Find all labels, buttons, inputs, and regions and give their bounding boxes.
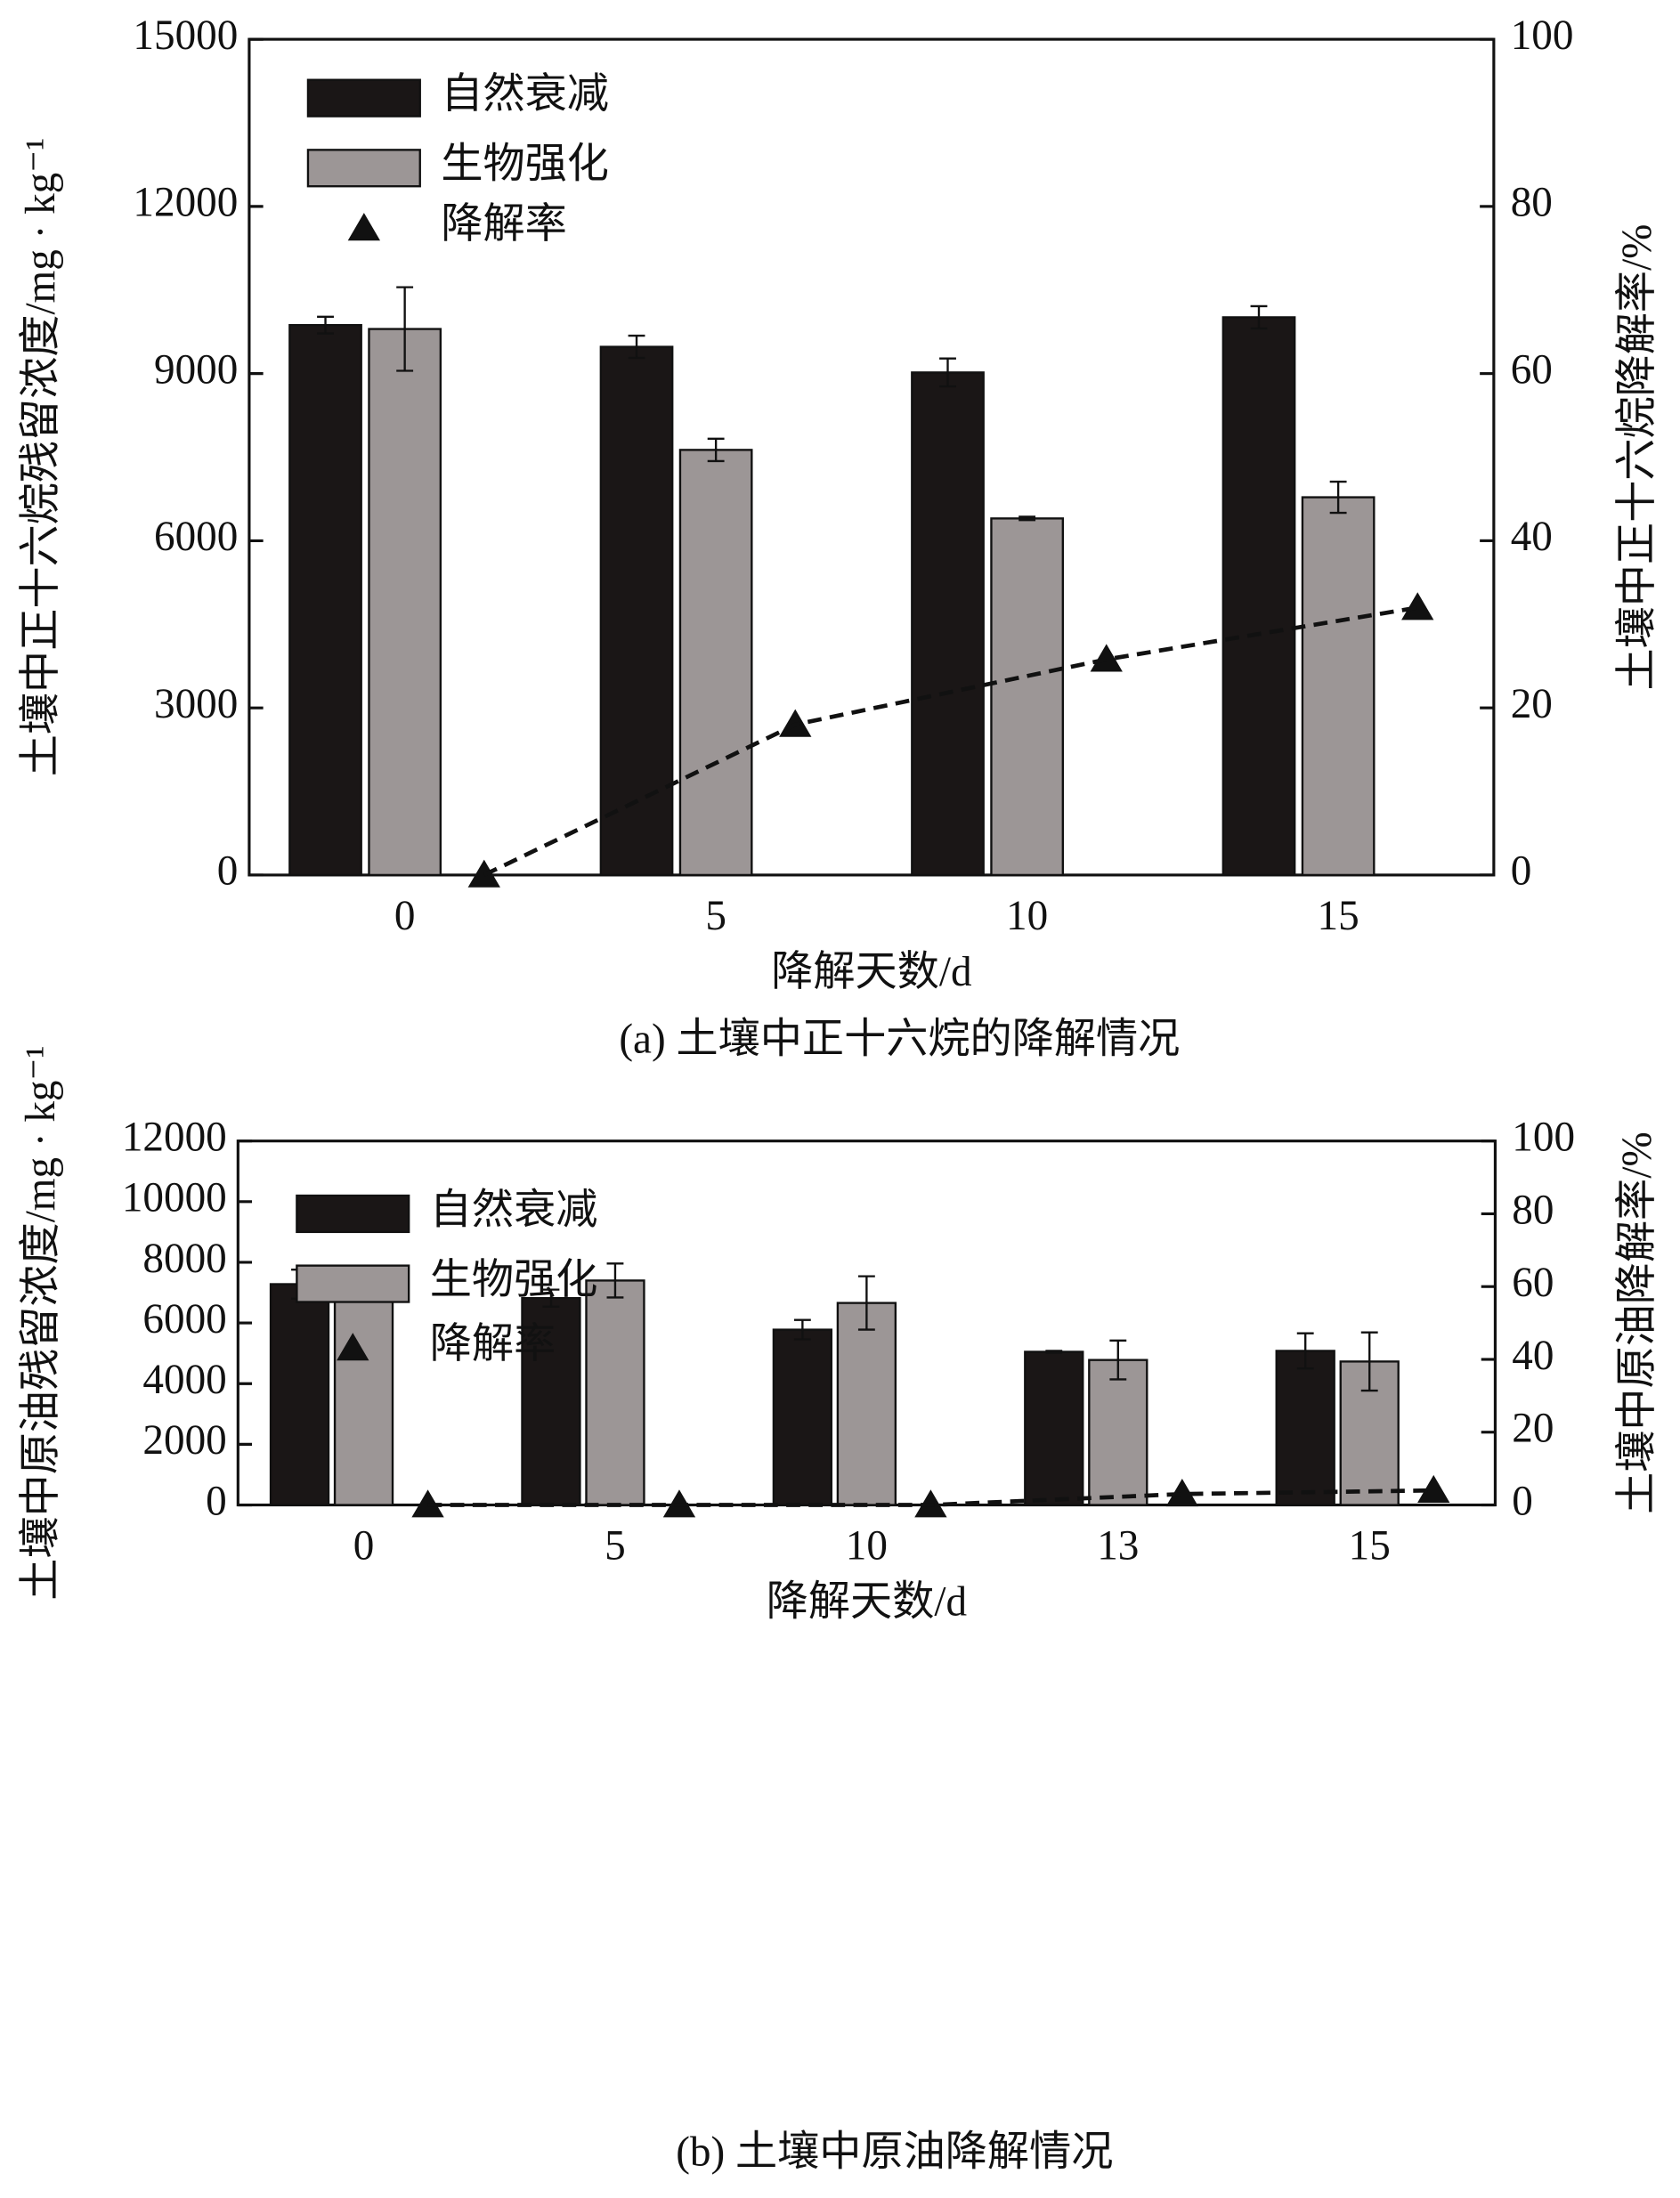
bar: [1275, 1350, 1335, 1506]
bar: [990, 517, 1064, 877]
bar: [585, 1279, 645, 1506]
error-bar: [1296, 1332, 1314, 1370]
legend-label: 降解率: [430, 1321, 556, 1367]
chart-caption: (a) 土壤中正十六烷的降解情况: [619, 1016, 1180, 1062]
x-tick-label: 15: [1318, 893, 1359, 939]
x-axis-label: 降解天数/d: [767, 1579, 967, 1626]
y-axis-label: 土壤中原油残留浓度/mg · kg⁻¹: [18, 1045, 64, 1600]
y-tick-label: 0: [206, 1478, 227, 1524]
y-tick-label: 3000: [154, 681, 238, 727]
y2-tick-label: 100: [1511, 12, 1574, 59]
error-bar: [1045, 1350, 1063, 1354]
y2-tick-label: 80: [1512, 1187, 1554, 1233]
y-tick-label: 12000: [133, 180, 238, 226]
y2-tick-label: 0: [1512, 1478, 1533, 1524]
error-bar: [542, 1288, 560, 1308]
y-tick-label: 9000: [154, 346, 238, 393]
y-tick-label: 12000: [122, 1115, 227, 1161]
bar: [1301, 496, 1376, 877]
error-bar: [628, 334, 645, 360]
y2-axis-label: 土壤中正十六烷降解率/%: [1614, 224, 1660, 691]
chart-caption: (b) 土壤中原油降解情况: [676, 2129, 1113, 2176]
x-tick-label: 10: [846, 1523, 888, 1569]
error-bar: [857, 1275, 875, 1331]
y2-tick-label: 20: [1511, 681, 1553, 727]
bar: [1221, 316, 1296, 877]
x-tick-label: 13: [1097, 1523, 1139, 1569]
y-tick-label: 8000: [142, 1236, 226, 1282]
y2-tick-label: 60: [1512, 1260, 1554, 1306]
bar: [1024, 1350, 1084, 1506]
x-tick-label: 5: [605, 1523, 626, 1569]
y2-tick-label: 80: [1511, 180, 1553, 226]
y2-tick-label: 100: [1512, 1115, 1575, 1161]
legend-label: 降解率: [441, 201, 566, 247]
error-bar: [793, 1318, 811, 1341]
bar: [836, 1302, 897, 1506]
y-tick-label: 2000: [142, 1417, 226, 1464]
y-tick-label: 10000: [122, 1175, 227, 1221]
rate-marker: [1165, 1478, 1198, 1507]
bar: [521, 1296, 581, 1506]
y-tick-label: 15000: [133, 12, 238, 59]
bar: [678, 449, 753, 877]
y2-tick-label: 0: [1511, 848, 1532, 895]
error-bar: [939, 357, 956, 388]
bar: [1088, 1359, 1148, 1506]
y2-tick-label: 40: [1511, 514, 1553, 560]
x-tick-label: 0: [394, 893, 416, 939]
y2-tick-label: 60: [1511, 346, 1553, 393]
rate-line: [427, 1488, 1434, 1507]
legend-swatch: [296, 1194, 410, 1234]
rate-marker: [1090, 644, 1123, 672]
legend-label: 自然衰减: [441, 71, 609, 118]
error-bar: [1329, 480, 1347, 515]
error-bar: [606, 1262, 624, 1299]
legend-label: 生物强化: [441, 142, 609, 188]
x-tick-label: 10: [1006, 893, 1048, 939]
y2-axis-label: 土壤中原油降解率/%: [1614, 1131, 1660, 1514]
y-tick-label: 4000: [142, 1357, 226, 1403]
y2-tick-label: 20: [1512, 1406, 1554, 1452]
x-axis-label: 降解天数/d: [771, 949, 971, 995]
x-tick-label: 5: [705, 893, 726, 939]
rate-marker: [1417, 1474, 1450, 1504]
bar: [772, 1328, 833, 1506]
y2-tick-label: 40: [1512, 1333, 1554, 1379]
bar: [269, 1283, 330, 1506]
rate-line: [483, 605, 1418, 878]
legend-swatch: [296, 1264, 410, 1303]
bar: [911, 371, 985, 877]
bar: [599, 345, 674, 877]
legend-marker: [347, 213, 381, 241]
legend-label: 生物强化: [430, 1257, 598, 1303]
y-axis-label: 土壤中正十六烷残留浓度/mg · kg⁻¹: [18, 138, 64, 777]
error-bar: [396, 286, 414, 372]
error-bar: [707, 437, 725, 463]
y-tick-label: 6000: [154, 514, 238, 560]
legend-swatch: [306, 78, 421, 118]
error-bar: [1250, 304, 1268, 330]
error-bar: [317, 315, 334, 335]
error-bar: [1360, 1331, 1378, 1392]
plot-frame: [248, 37, 1496, 877]
legend-label: 自然衰减: [430, 1187, 598, 1233]
bar: [333, 1284, 394, 1506]
rate-marker: [1401, 592, 1434, 620]
error-bar: [1019, 515, 1036, 522]
error-bar: [1109, 1339, 1127, 1381]
legend-marker: [337, 1333, 369, 1361]
bar: [288, 324, 362, 877]
x-tick-label: 15: [1349, 1523, 1391, 1569]
x-tick-label: 0: [353, 1523, 375, 1569]
y-tick-label: 6000: [142, 1296, 226, 1342]
bar: [368, 328, 442, 877]
y-tick-label: 0: [217, 848, 239, 895]
legend-swatch: [306, 149, 421, 188]
